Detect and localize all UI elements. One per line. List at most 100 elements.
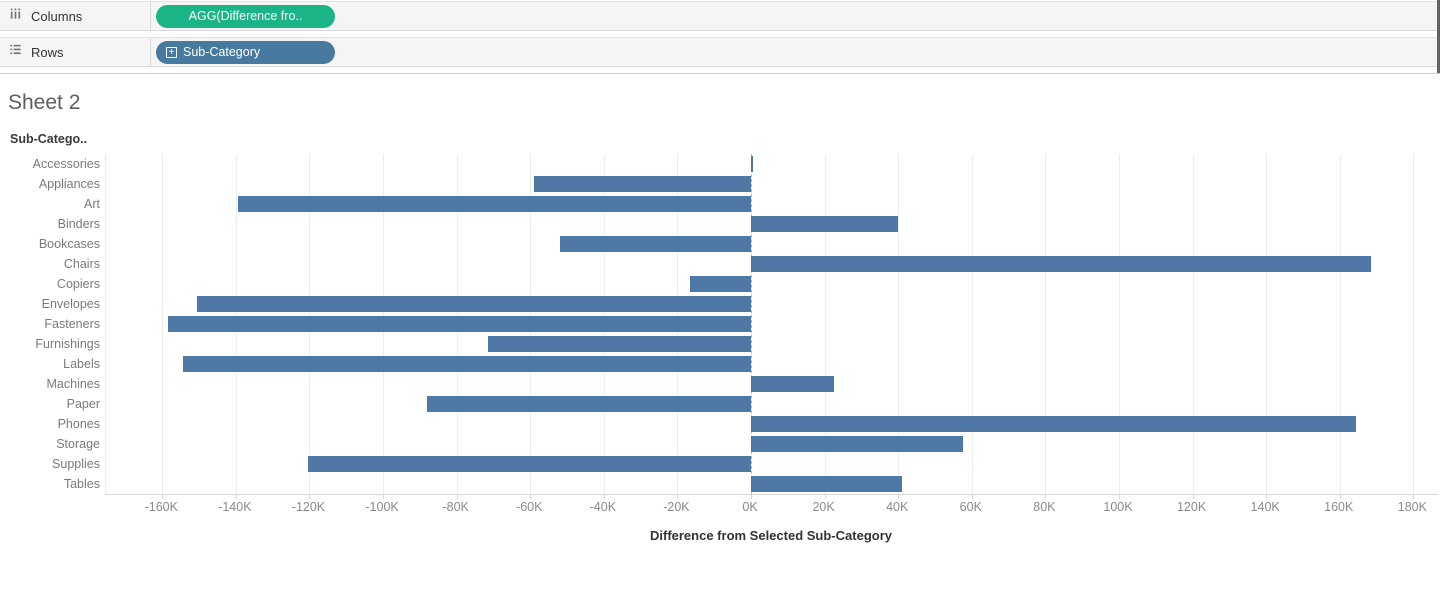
gridline: [1118, 154, 1120, 494]
expand-icon[interactable]: +: [166, 46, 177, 58]
bar-art[interactable]: [237, 196, 752, 212]
axis-tick-label: -60K: [516, 500, 543, 514]
row-label-envelopes[interactable]: Envelopes: [41, 297, 100, 311]
rows-shelf-dropzone[interactable]: + Sub-Category: [151, 38, 1437, 66]
axis-tick-label: -140K: [218, 500, 252, 514]
x-axis-title: Difference from Selected Sub-Category: [649, 528, 892, 543]
columns-shelf-dropzone[interactable]: AGG(Difference fro..: [151, 2, 1437, 30]
bar-tables[interactable]: [751, 476, 902, 492]
axis-tick-mark: [1118, 494, 1120, 499]
bar-labels[interactable]: [182, 356, 752, 372]
bar-chart-plot-area: [105, 154, 1438, 499]
row-label-labels[interactable]: Labels: [63, 357, 100, 371]
gridline: [162, 154, 164, 494]
row-label-appliances[interactable]: Appliances: [38, 177, 100, 191]
axis-tick-label: 80K: [1033, 500, 1056, 514]
axis-tick-label: 0K: [742, 500, 758, 514]
gridline: [1045, 154, 1047, 494]
row-label-furnishings[interactable]: Furnishings: [35, 337, 100, 351]
gridline: [1339, 154, 1341, 494]
columns-icon: [9, 7, 22, 25]
row-label-bookcases[interactable]: Bookcases: [38, 237, 100, 251]
columns-shelf-header: Columns: [0, 2, 151, 30]
bar-envelopes[interactable]: [197, 296, 752, 312]
row-label-accessories[interactable]: Accessories: [32, 157, 100, 171]
axis-tick-mark: [309, 494, 311, 499]
gridline: [1413, 154, 1415, 494]
bar-binders[interactable]: [751, 216, 899, 232]
axis-tick-label: 140K: [1250, 500, 1280, 514]
bar-accessories[interactable]: [751, 156, 754, 172]
bar-bookcases[interactable]: [559, 236, 752, 252]
bar-supplies[interactable]: [307, 456, 751, 472]
columns-shelf: Columns AGG(Difference fro..: [0, 1, 1437, 31]
row-field-header[interactable]: Sub-Catego..: [10, 132, 88, 146]
scrollbar-edge: [1437, 0, 1440, 73]
bar-phones[interactable]: [751, 416, 1357, 432]
gridline: [1192, 154, 1194, 494]
axis-tick-mark: [1339, 494, 1341, 499]
row-label-supplies[interactable]: Supplies: [52, 457, 100, 471]
axis-tick-label: 100K: [1103, 500, 1133, 514]
bar-appliances[interactable]: [533, 176, 752, 192]
columns-shelf-label: Columns: [31, 8, 83, 24]
axis-tick-mark: [235, 494, 237, 499]
axis-tick-mark: [751, 494, 753, 499]
bar-furnishings[interactable]: [487, 336, 752, 352]
rows-icon: [9, 43, 22, 61]
row-label-copiers[interactable]: Copiers: [56, 277, 100, 291]
row-label-art[interactable]: Art: [84, 197, 100, 211]
x-axis-tick-labels: -160K -140K -120K -100K -80K -60K -40K -20K 0K 20…: [105, 500, 1437, 516]
axis-tick-mark: [530, 494, 532, 499]
row-label-chairs[interactable]: Chairs: [63, 257, 100, 271]
axis-tick-label: 180K: [1397, 500, 1427, 514]
axis-tick-mark: [603, 494, 605, 499]
rows-shelf: Rows + Sub-Category: [0, 37, 1437, 67]
axis-tick-mark: [677, 494, 679, 499]
axis-tick-label: 160K: [1324, 500, 1354, 514]
axis-tick-label: -160K: [144, 500, 178, 514]
bar-storage[interactable]: [751, 436, 963, 452]
axis-tick-label: -100K: [365, 500, 399, 514]
axis-tick-mark: [162, 494, 164, 499]
axis-tick-mark: [1192, 494, 1194, 499]
axis-tick-label: 60K: [959, 500, 982, 514]
row-label-machines[interactable]: Machines: [46, 377, 101, 391]
axis-tick-label: 40K: [886, 500, 909, 514]
axis-tick-mark: [824, 494, 826, 499]
bar-copiers[interactable]: [690, 276, 752, 292]
axis-tick-mark: [383, 494, 385, 499]
bar-paper[interactable]: [427, 396, 752, 412]
axis-tick-label: -20K: [663, 500, 690, 514]
rows-pill[interactable]: + Sub-Category: [156, 40, 335, 64]
bar-machines[interactable]: [751, 376, 834, 392]
axis-tick-mark: [1045, 494, 1047, 499]
gridline: [898, 154, 900, 494]
axis-tick-label: 20K: [812, 500, 835, 514]
row-label-fasteners[interactable]: Fasteners: [44, 317, 100, 331]
axis-tick-mark: [456, 494, 458, 499]
axis-tick-mark: [1413, 494, 1415, 499]
rows-shelf-header: Rows: [0, 38, 151, 66]
shelf-divider: [0, 73, 1440, 74]
sheet-title: Sheet 2: [8, 91, 81, 114]
bar-fasteners[interactable]: [167, 316, 752, 332]
gridline: [971, 154, 973, 494]
axis-tick-label: -120K: [291, 500, 326, 514]
bar-chairs[interactable]: [751, 256, 1372, 272]
row-label-phones[interactable]: Phones: [57, 417, 100, 431]
zero-reference-line: [751, 154, 753, 494]
columns-pill[interactable]: AGG(Difference fro..: [156, 4, 335, 28]
axis-tick-label: -40K: [589, 500, 617, 514]
axis-tick-mark: [971, 494, 973, 499]
row-label-binders[interactable]: Binders: [57, 217, 100, 231]
columns-pill-label: AGG(Difference fro..: [188, 9, 303, 23]
row-label-storage[interactable]: Storage: [56, 437, 100, 451]
axis-tick-label: -80K: [442, 500, 469, 514]
gridline: [1266, 154, 1268, 494]
row-label-paper[interactable]: Paper: [66, 397, 100, 411]
rows-shelf-label: Rows: [31, 44, 64, 60]
axis-tick-label: 120K: [1176, 500, 1207, 514]
row-label-tables[interactable]: Tables: [63, 477, 100, 491]
